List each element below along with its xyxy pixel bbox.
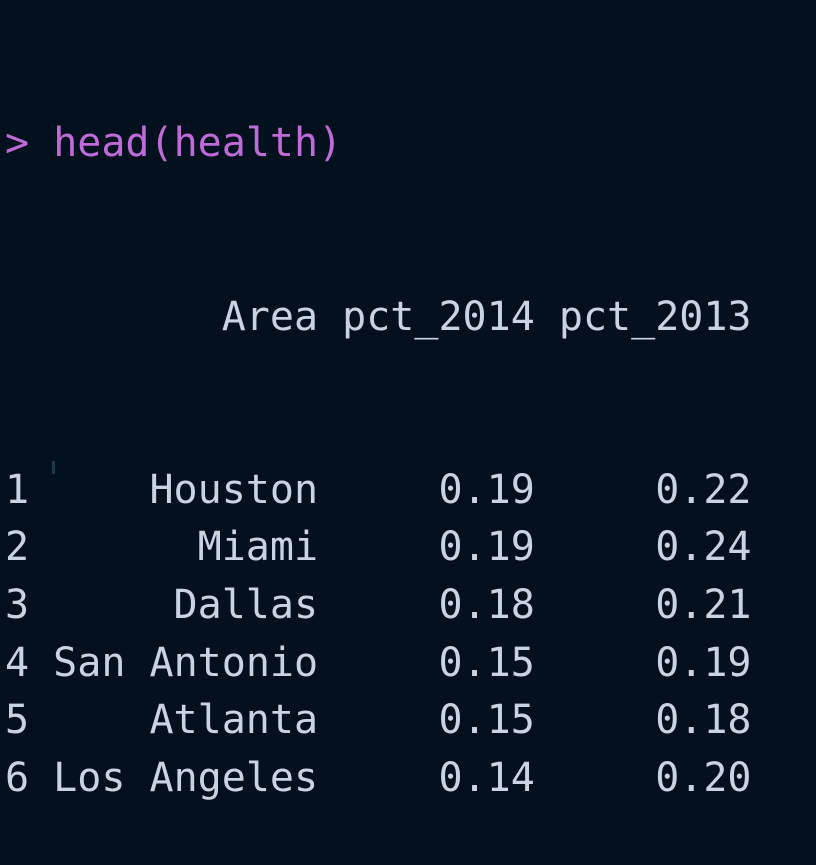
row-name: 2 — [5, 524, 30, 571]
cell-pct-2014: 0.18 — [438, 581, 535, 628]
cell-pct-2013: 0.20 — [655, 755, 752, 802]
table-row: 3 Dallas 0.18 0.21 — [5, 577, 752, 635]
cell-pct-2013: 0.21 — [655, 581, 752, 628]
text-cursor — [52, 461, 55, 474]
cell-pct-2013: 0.18 — [655, 697, 752, 744]
cell-pct-2014: 0.19 — [438, 524, 535, 571]
command-line: > head(health) — [5, 115, 752, 173]
cell-area: Houston — [149, 466, 319, 513]
table-row: 4 San Antonio 0.15 0.19 — [5, 635, 752, 693]
cell-area: Dallas — [173, 581, 319, 628]
prompt-symbol: > — [5, 120, 30, 167]
cell-area: Los Angeles — [53, 755, 319, 802]
cell-pct-2013: 0.22 — [655, 466, 752, 513]
r-console-output: > head(health) Area pct_2014 pct_2013 1 Hou… — [5, 0, 752, 865]
row-name: 4 — [5, 639, 30, 686]
table-row: 1 Houston 0.19 0.22 — [5, 462, 752, 520]
row-name: 5 — [5, 697, 30, 744]
row-name: 3 — [5, 581, 30, 628]
table-header: Area pct_2014 pct_2013 — [5, 289, 752, 347]
row-name: 6 — [5, 755, 30, 802]
cell-area: Miami — [197, 524, 319, 571]
cell-area: Atlanta — [149, 697, 319, 744]
column-header-pct-2013: pct_2013 — [558, 293, 752, 340]
column-header-area: Area — [221, 293, 319, 340]
cell-area: San Antonio — [53, 639, 319, 686]
cell-pct-2013: 0.19 — [655, 639, 752, 686]
row-name: 1 — [5, 466, 30, 513]
cell-pct-2014: 0.19 — [438, 466, 535, 513]
table-row: 6 Los Angeles 0.14 0.20 — [5, 750, 752, 808]
table-row: 5 Atlanta 0.15 0.18 — [5, 692, 752, 750]
cell-pct-2014: 0.15 — [438, 697, 535, 744]
command-text: head(health) — [53, 120, 343, 167]
cell-pct-2014: 0.14 — [438, 755, 535, 802]
cell-pct-2014: 0.15 — [438, 639, 535, 686]
table-row: 2 Miami 0.19 0.24 — [5, 519, 752, 577]
cell-pct-2013: 0.24 — [655, 524, 752, 571]
column-header-pct-2014: pct_2014 — [342, 293, 535, 340]
